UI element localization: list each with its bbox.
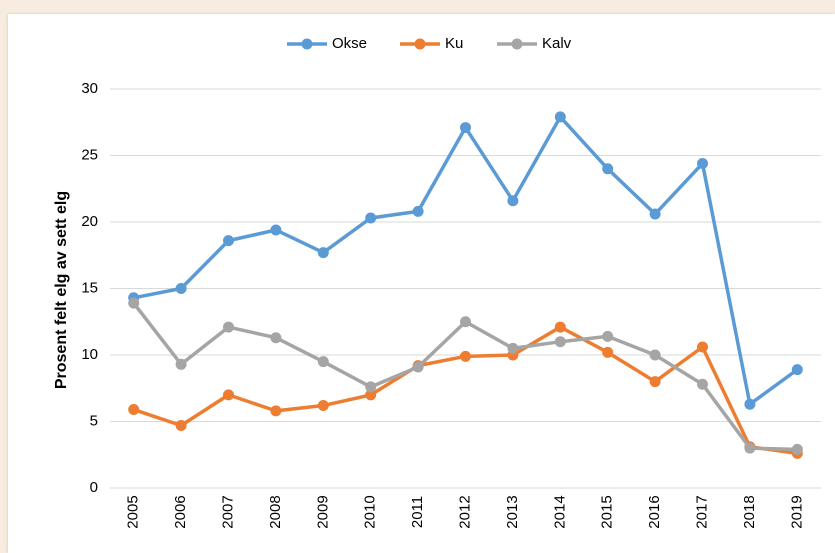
point [412,361,424,373]
point [270,405,282,417]
x-tick-label: 2012 [456,495,473,528]
point [412,205,424,217]
point [791,443,803,455]
point [223,235,234,247]
point [460,316,471,328]
point [602,330,614,342]
x-tick-label: 2013 [504,495,521,528]
point [697,378,708,390]
point [223,321,234,333]
y-tick-label: 0 [90,479,98,496]
y-tick-label: 30 [81,80,98,97]
point [460,122,471,134]
y-tick-label: 20 [81,213,98,230]
point [602,346,614,358]
point [223,389,234,401]
x-tick-label: 2016 [646,495,663,528]
x-tick-label: 2005 [125,495,142,528]
point [649,376,661,388]
legend-marker [301,38,313,50]
point [554,321,566,333]
point [744,398,756,410]
point [460,350,471,362]
y-tick-label: 15 [81,279,98,296]
y-tick-label: 10 [81,346,98,363]
x-tick-label: 2007 [219,495,236,528]
point [270,224,282,236]
point [744,442,756,454]
point [128,297,140,309]
point [697,341,708,353]
point [365,389,377,401]
legend-label: Ku [445,35,463,52]
x-tick-label: 2014 [551,495,568,528]
point [649,208,661,220]
x-tick-label: 2008 [267,495,284,528]
point [365,212,377,224]
point [791,364,803,376]
point [554,336,566,348]
point [317,400,329,412]
point [365,381,377,393]
x-tick-label: 2010 [362,495,379,528]
point [175,283,187,294]
chart-panel [8,14,835,553]
x-tick-label: 2019 [788,495,805,528]
legend-marker [414,38,426,50]
point [317,356,329,368]
point [507,342,519,354]
point [649,349,661,361]
point [128,404,140,416]
legend-label: Kalv [542,35,572,52]
point [317,247,329,259]
x-tick-label: 2009 [314,495,331,528]
point [554,111,566,123]
point [602,163,614,175]
point [175,419,187,431]
point [270,332,282,344]
x-tick-label: 2017 [693,495,710,528]
point [175,358,187,370]
y-tick-label: 25 [81,146,98,163]
y-axis-title: Prosent felt elg av sett elg [53,191,70,389]
x-tick-label: 2006 [172,495,189,528]
legend-label: Okse [332,35,367,52]
point [697,157,708,169]
x-tick-label: 2011 [409,496,426,528]
legend-marker [511,38,523,50]
point [507,195,519,207]
y-tick-label: 5 [90,412,98,429]
x-tick-label: 2015 [599,495,616,528]
x-tick-label: 2018 [741,495,758,528]
